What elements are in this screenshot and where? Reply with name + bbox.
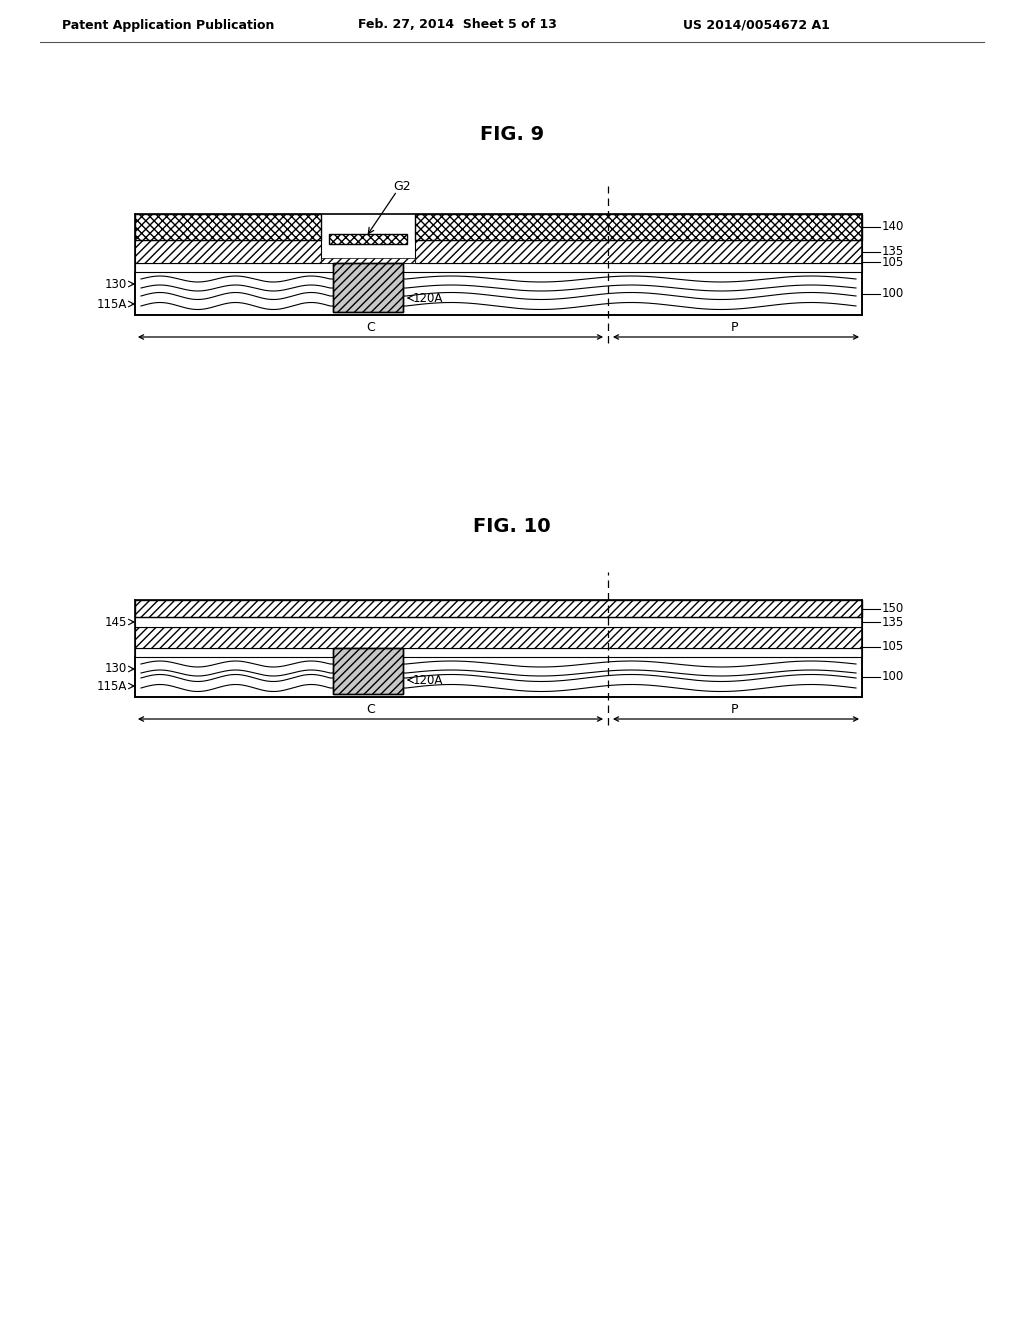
Bar: [135, 601, 862, 616]
Text: FIG. 9: FIG. 9: [480, 125, 544, 144]
Bar: [135, 272, 862, 315]
Text: 120A: 120A: [413, 292, 443, 305]
Text: 120A: 120A: [413, 673, 443, 686]
Text: 115A: 115A: [96, 297, 127, 310]
Text: 130: 130: [104, 277, 127, 290]
Bar: [333, 648, 403, 694]
Text: 140: 140: [882, 220, 904, 234]
Bar: [135, 214, 321, 240]
Text: 100: 100: [882, 671, 904, 684]
Text: 135: 135: [882, 246, 904, 257]
Text: 100: 100: [882, 286, 904, 300]
Bar: [135, 627, 862, 648]
Text: P: P: [731, 321, 738, 334]
Text: 115A: 115A: [96, 680, 127, 693]
Bar: [135, 240, 321, 263]
Text: 105: 105: [882, 256, 904, 268]
Bar: [135, 648, 862, 657]
Bar: [135, 616, 862, 627]
Text: Feb. 27, 2014  Sheet 5 of 13: Feb. 27, 2014 Sheet 5 of 13: [358, 18, 557, 32]
Bar: [135, 263, 862, 272]
Bar: [333, 263, 403, 312]
Text: 135: 135: [882, 615, 904, 628]
Bar: [333, 648, 403, 694]
Text: 105: 105: [882, 640, 904, 653]
Bar: [415, 240, 862, 263]
Bar: [135, 657, 862, 697]
Text: G2: G2: [393, 180, 411, 193]
Text: P: P: [731, 704, 738, 715]
Text: C: C: [367, 321, 376, 334]
Text: C: C: [367, 704, 376, 715]
Text: FIG. 10: FIG. 10: [473, 517, 551, 536]
Bar: [329, 234, 407, 244]
Text: Patent Application Publication: Patent Application Publication: [62, 18, 274, 32]
Bar: [333, 263, 403, 312]
Text: 150: 150: [882, 602, 904, 615]
Text: US 2014/0054672 A1: US 2014/0054672 A1: [683, 18, 829, 32]
Text: 130: 130: [104, 663, 127, 676]
Bar: [321, 257, 415, 263]
Bar: [415, 214, 862, 240]
Text: 145: 145: [104, 615, 127, 628]
